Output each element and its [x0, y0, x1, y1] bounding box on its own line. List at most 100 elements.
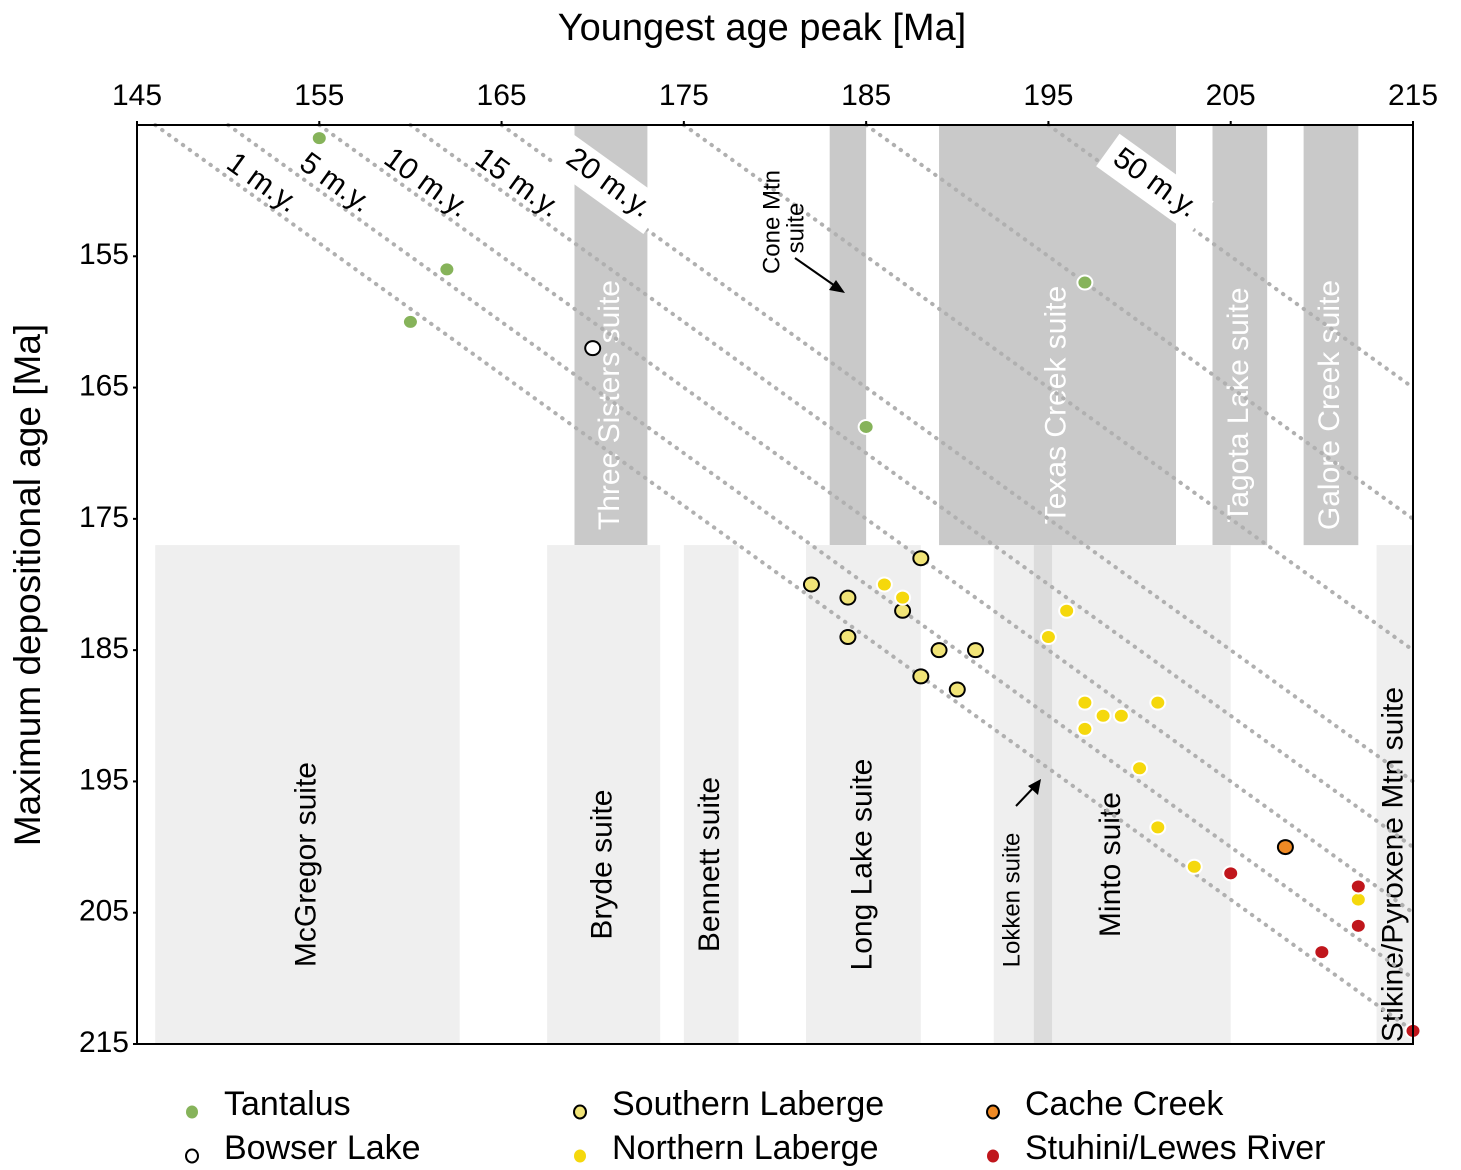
suite-band	[993, 545, 1231, 1044]
reference-label-group: 15 m.y.	[469, 141, 566, 224]
data-point	[1149, 694, 1167, 711]
arrow-head	[1028, 779, 1041, 795]
lokken-annotation: Lokken suite	[998, 779, 1041, 967]
suite-band	[547, 545, 661, 1044]
data-point	[912, 668, 930, 685]
suite-label: Long Lake suite	[845, 759, 878, 971]
y-tick-label: 195	[79, 763, 129, 796]
data-point	[912, 550, 930, 567]
legend-marker	[574, 1149, 586, 1163]
data-point	[1222, 865, 1240, 882]
suite-label: Three Sisters suite	[593, 280, 626, 530]
legend-label: Cache Creek	[1025, 1085, 1224, 1123]
data-point	[1349, 878, 1367, 895]
data-point	[875, 576, 893, 593]
data-point	[839, 629, 857, 646]
suite-label: Minto suite	[1094, 792, 1127, 937]
data-point	[1149, 819, 1167, 836]
x-tick-label: 175	[659, 79, 709, 112]
legend-label: Southern Laberge	[612, 1085, 884, 1123]
reference-line	[499, 123, 1415, 784]
suite-label: McGregor suite	[289, 762, 322, 967]
suite-band	[1033, 545, 1053, 1044]
x-tick-label: 205	[1206, 79, 1256, 112]
axes: 145 155 165 175 185 195 205 215 155 165 175 185 195 2…	[79, 79, 1438, 1059]
reference-label: 10 m.y.	[378, 141, 475, 224]
y-tick-label: 175	[79, 501, 129, 534]
label-background	[1096, 133, 1214, 235]
data-point	[948, 681, 966, 698]
reference-line	[226, 123, 1415, 981]
reference-label-group: 10 m.y.	[378, 141, 475, 224]
data-point	[1076, 274, 1094, 291]
data-point	[1276, 839, 1294, 856]
data-point	[857, 418, 875, 435]
reference-line	[317, 123, 1415, 915]
data-point	[1349, 891, 1367, 908]
y-tick-label: 155	[79, 238, 129, 271]
legend-marker	[986, 1104, 1000, 1120]
data-point	[1185, 858, 1203, 875]
suite-band	[805, 545, 921, 1044]
legend-label: Tantalus	[224, 1085, 351, 1123]
legend-label: Stuhini/Lewes River	[1025, 1129, 1325, 1167]
annotation-text: suite	[782, 203, 809, 254]
annotation-arrow	[794, 257, 839, 289]
suite-band	[829, 125, 867, 546]
reference-line	[408, 123, 1415, 850]
suite-label: Galore Creek suite	[1313, 280, 1346, 530]
y-tick-label: 185	[79, 632, 129, 665]
reference-label-group: 1 m.y.	[221, 146, 305, 219]
data-point	[584, 340, 602, 357]
data-point	[310, 130, 328, 147]
x-tick-label: 215	[1388, 79, 1438, 112]
data-point	[1313, 944, 1331, 961]
chart-title: Youngest age peak [Ma]	[558, 7, 966, 49]
x-tick-label: 165	[477, 79, 527, 112]
reference-line	[153, 123, 1415, 1033]
data-point	[1094, 707, 1112, 724]
y-tick-label: 205	[79, 895, 129, 928]
data-point	[1058, 602, 1076, 619]
y-axis-label: Maximum depositional age [Ma]	[7, 324, 48, 846]
suite-band	[155, 545, 460, 1044]
reference-label: 15 m.y.	[469, 141, 566, 224]
data-point	[930, 642, 948, 659]
reference-line	[864, 123, 1415, 521]
data-point	[1112, 707, 1130, 724]
data-point	[438, 261, 456, 278]
legend-marker	[987, 1149, 999, 1163]
cone-mtn-annotation: Cone Mtn suite	[758, 170, 845, 293]
reference-label-group: 5 m.y.	[294, 146, 378, 219]
legend-marker	[573, 1104, 587, 1120]
suite-band	[683, 545, 739, 1044]
data-point	[967, 642, 985, 659]
data-point	[1131, 760, 1149, 777]
legend-marker	[186, 1105, 198, 1119]
legend: Tantalus Bowser Lake Southern Laberge North…	[185, 1085, 1325, 1167]
plot-frame	[136, 124, 1414, 1045]
x-tick-label: 195	[1023, 79, 1073, 112]
annotation-text: Lokken suite	[998, 833, 1025, 968]
x-tick-label: 185	[841, 79, 891, 112]
data-point	[894, 602, 912, 619]
reference-label: 5 m.y.	[294, 146, 378, 219]
legend-label: Bowser Lake	[224, 1129, 421, 1167]
legend-marker	[185, 1148, 199, 1164]
x-tick-label: 145	[112, 79, 162, 112]
y-tick-label: 165	[79, 369, 129, 402]
data-point	[1076, 720, 1094, 737]
suite-label: Stikine/Pyroxene Mtn suite	[1377, 687, 1410, 1042]
data-point	[401, 313, 419, 330]
bands: Three Sisters suite Texas Creek suite Tago…	[155, 125, 1413, 1044]
reference-label: 1 m.y.	[221, 146, 305, 219]
data-point	[894, 589, 912, 606]
reference-line	[681, 123, 1415, 653]
suite-band	[1212, 125, 1268, 546]
x-tick-label: 155	[294, 79, 344, 112]
suite-band	[1303, 125, 1359, 546]
arrow-head	[829, 280, 845, 293]
suite-label: Texas Creek suite	[1039, 286, 1072, 524]
suite-band	[1376, 545, 1413, 1044]
